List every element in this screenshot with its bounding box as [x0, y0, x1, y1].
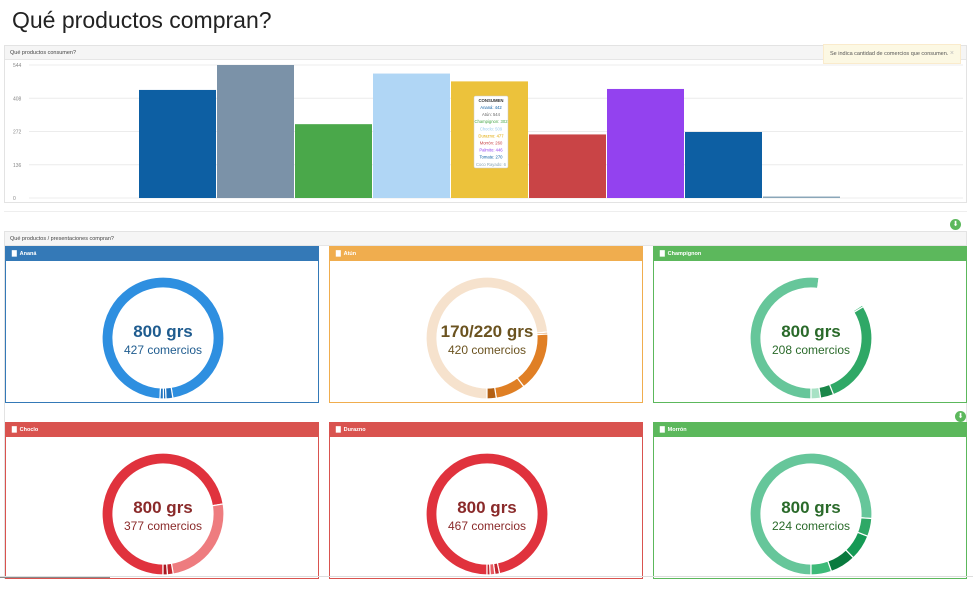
- bar-chart-icon: ▇: [660, 251, 665, 257]
- tooltip-line: Durazno: 477: [478, 133, 504, 138]
- y-tick-label: 544: [13, 63, 22, 69]
- bar-chart-icon: ▇: [336, 251, 341, 257]
- divider: [4, 211, 967, 212]
- card-header: ▇ Morrón: [654, 423, 966, 437]
- download-icon[interactable]: ⬇: [950, 219, 961, 230]
- tooltip-line: Tomate: 270: [479, 155, 503, 160]
- bar-choclo[interactable]: [373, 73, 450, 198]
- tooltip-title: CONSUMEN: [478, 98, 503, 103]
- bar-morrn[interactable]: [529, 134, 606, 198]
- donut-inner-ring: [438, 289, 536, 387]
- bar-palmito[interactable]: [607, 88, 684, 198]
- donut-center-sub: 224 comercios: [772, 519, 850, 533]
- bar-atn[interactable]: [217, 65, 294, 198]
- donut-slice[interactable]: [162, 563, 169, 576]
- donut-center-sub: 427 comercios: [124, 343, 202, 357]
- bar-chart-icon: ▇: [660, 427, 665, 433]
- consumen-panel-header: Qué productos consumen?: [5, 46, 966, 60]
- donut-chart: 800 grs 467 comercios: [425, 452, 549, 576]
- donut-slice[interactable]: [810, 386, 822, 400]
- bar-tomate[interactable]: [685, 131, 762, 198]
- tooltip-line: Atún: 544: [482, 112, 501, 117]
- card-title: Durazno: [343, 427, 366, 433]
- product-card-choclo: ▇ Choclo 800 grs 377 comercios: [5, 422, 319, 579]
- product-card-morrn: ▇ Morrón 800 grs 224 comercios: [653, 422, 967, 579]
- donut-center-label: 800 grs: [133, 322, 193, 341]
- bar-anan[interactable]: [139, 89, 216, 198]
- donut-inner-ring: [762, 465, 860, 563]
- card-title: Champignon: [667, 251, 702, 257]
- card-title: Ananá: [19, 251, 37, 257]
- bar-chart-icon: ▇: [336, 427, 341, 433]
- donut-chart: 800 grs 224 comercios: [749, 452, 873, 576]
- divider: [0, 577, 110, 578]
- donut-center-label: 800 grs: [133, 498, 193, 517]
- donut-slice[interactable]: [810, 560, 833, 576]
- donut-slice[interactable]: [101, 276, 225, 400]
- y-tick-label: 272: [13, 130, 22, 136]
- close-icon[interactable]: ×: [949, 50, 954, 57]
- tooltip-line: Champignon: 302: [474, 119, 508, 124]
- donut-slice[interactable]: [826, 549, 855, 573]
- y-tick-label: 136: [13, 163, 22, 169]
- donut-slice[interactable]: [516, 333, 549, 388]
- y-tick-label: 0: [13, 196, 16, 202]
- card-header: ▇ Durazno: [330, 423, 642, 437]
- info-note-text: Se indica cantidad de comercios que cons…: [830, 51, 949, 57]
- product-card-atn: ▇ Atún 170/220 grs 420 comercios: [329, 246, 643, 403]
- donut-center-label: 800 grs: [781, 498, 841, 517]
- donut-slice[interactable]: [816, 276, 864, 312]
- page-title: Qué productos compran?: [12, 7, 272, 33]
- donut-inner-ring: [762, 289, 860, 387]
- donut-inner-ring: [438, 465, 536, 563]
- chart-tooltip: [473, 95, 509, 169]
- tooltip-line: Coco Rayado: 6: [476, 162, 507, 167]
- donut-chart: 170/220 grs 420 comercios: [425, 276, 549, 400]
- donut-center-sub: 208 comercios: [772, 343, 850, 357]
- donut-chart: 800 grs 377 comercios: [101, 452, 225, 576]
- bar-chart-icon: ▇: [12, 251, 17, 257]
- bar-champignon[interactable]: [295, 124, 372, 198]
- tooltip-line: Palmito: 446: [479, 148, 503, 153]
- card-header: ▇ Ananá: [6, 247, 318, 261]
- info-note: Se indica cantidad de comercios que cons…: [823, 44, 961, 64]
- presentaciones-panel-header: Qué productos / presentaciones compran?: [5, 232, 966, 246]
- bar-chart-icon: ▇: [12, 427, 17, 433]
- card-title: Atún: [343, 251, 357, 257]
- tooltip-line: Morrón: 260: [480, 141, 503, 146]
- card-header: ▇ Choclo: [6, 423, 318, 437]
- donut-center-sub: 467 comercios: [448, 519, 526, 533]
- donut-center-sub: 420 comercios: [448, 343, 526, 357]
- card-header: ▇ Atún: [330, 247, 642, 261]
- y-tick-label: 408: [13, 96, 22, 102]
- donut-inner-ring: [114, 289, 212, 387]
- donut-slice[interactable]: [159, 387, 165, 400]
- download-icon[interactable]: ⬇: [955, 411, 966, 422]
- consumen-panel: Qué productos consumen? 0 136 272 408 544 CON…: [4, 45, 967, 203]
- product-card-champignon: ▇ Champignon 800 grs 208 comercios: [653, 246, 967, 403]
- donut-slice[interactable]: [486, 563, 491, 576]
- donut-center-sub: 377 comercios: [124, 519, 202, 533]
- donut-chart: 800 grs 208 comercios: [749, 276, 873, 400]
- donut-slice[interactable]: [425, 452, 549, 576]
- product-card-anan: ▇ Ananá 800 grs 427 comercios: [5, 246, 319, 403]
- product-card-durazno: ▇ Durazno 800 grs 467 comercios: [329, 422, 643, 579]
- bar-cocorayado[interactable]: [763, 196, 840, 198]
- tooltip-line: Ananá: 442: [480, 105, 502, 110]
- card-title: Morrón: [667, 427, 687, 433]
- donut-inner-ring: [114, 465, 212, 563]
- donut-slice[interactable]: [486, 386, 498, 400]
- donut-center-label: 170/220 grs: [441, 322, 534, 341]
- donut-center-label: 800 grs: [457, 498, 517, 517]
- donut-chart: 800 grs 427 comercios: [101, 276, 225, 400]
- consumen-bar-chart: 0 136 272 408 544 CONSUMEN Ananá: 442 Atún: 544…: [13, 63, 963, 202]
- divider: [0, 576, 973, 577]
- card-title: Choclo: [19, 427, 39, 433]
- tooltip-line: Choclo: 509: [480, 126, 503, 131]
- card-header: ▇ Champignon: [654, 247, 966, 261]
- donut-center-label: 800 grs: [781, 322, 841, 341]
- donut-slice[interactable]: [164, 386, 174, 400]
